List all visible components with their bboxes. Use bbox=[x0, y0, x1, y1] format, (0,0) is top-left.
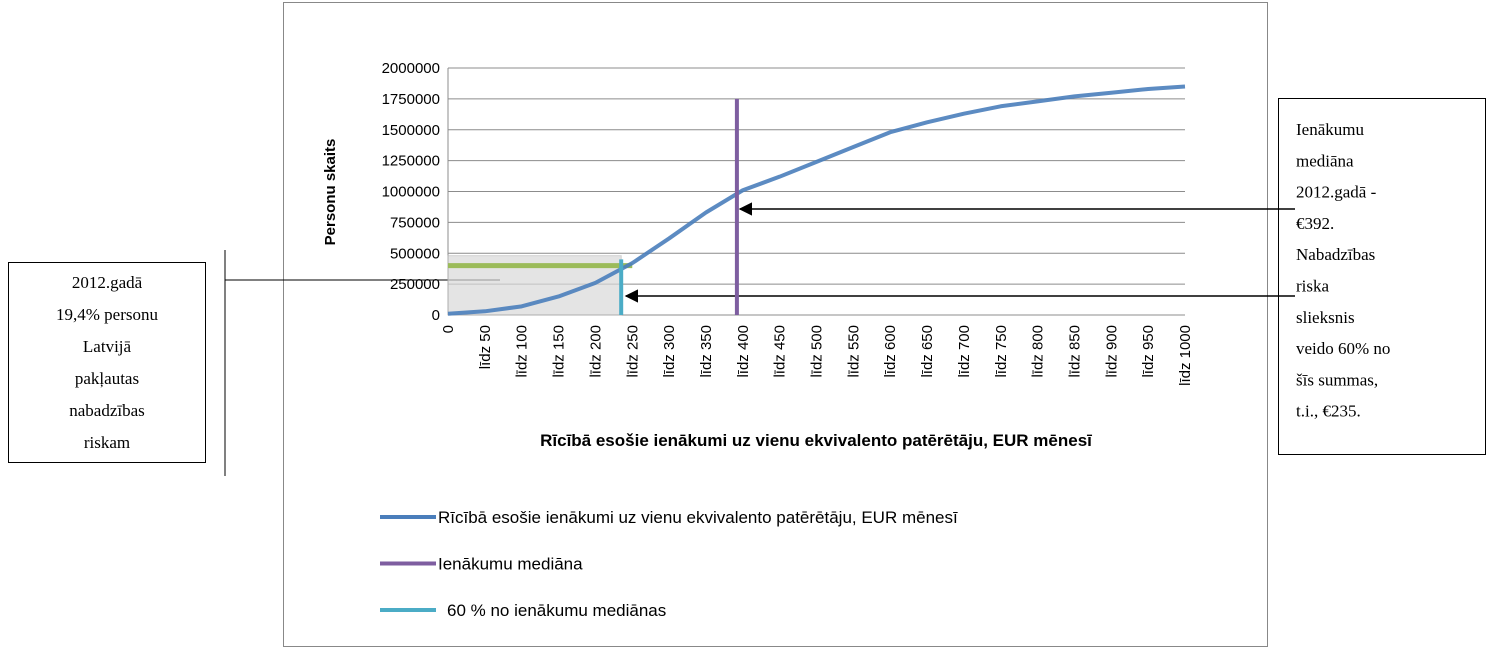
x-tick-label: līdz 1000 bbox=[1177, 325, 1194, 386]
x-tick-label: līdz 900 bbox=[1103, 325, 1120, 378]
annotation-text: nabadzības bbox=[69, 401, 145, 420]
annotation-text: Ienākumu bbox=[1296, 120, 1364, 139]
data-line bbox=[447, 84, 1186, 316]
x-tick-label: līdz 750 bbox=[993, 325, 1010, 378]
annotation-text: pakļautas bbox=[75, 369, 139, 388]
x-tick-label: līdz 450 bbox=[772, 325, 789, 378]
y-tick-label: 250000 bbox=[390, 276, 440, 293]
annotation-text: Latvijā bbox=[83, 337, 132, 356]
x-tick-label: līdz 550 bbox=[845, 325, 862, 378]
legend-label: Ienākumu mediāna bbox=[438, 555, 583, 574]
legend-label: 60 % no ienākumu mediānas bbox=[447, 601, 666, 620]
annotation-text: slieksnis bbox=[1296, 308, 1355, 327]
x-tick-label: līdz 400 bbox=[735, 325, 752, 378]
annotation-text: Nabadzības bbox=[1296, 245, 1375, 264]
y-tick-label: 1750000 bbox=[382, 91, 440, 108]
x-tick-label: 0 bbox=[440, 325, 457, 333]
annotation-text: 2012.gadā bbox=[72, 273, 143, 292]
annotation-text: šīs summas, bbox=[1296, 370, 1378, 389]
x-tick-label: līdz 100 bbox=[514, 325, 531, 378]
x-tick-label: līdz 700 bbox=[956, 325, 973, 378]
annotation-text: 2012.gadā - bbox=[1296, 183, 1377, 202]
y-tick-label: 500000 bbox=[390, 245, 440, 262]
x-tick-label: līdz 350 bbox=[698, 325, 715, 378]
annotation-text: €392. bbox=[1296, 214, 1334, 233]
x-tick-label: līdz 500 bbox=[809, 325, 826, 378]
x-axis-label: Rīcībā esošie ienākumi uz vienu ekvivale… bbox=[540, 431, 1092, 450]
y-tick-label: 2000000 bbox=[382, 60, 440, 77]
legend-label: Rīcībā esošie ienākumi uz vienu ekvivale… bbox=[438, 508, 958, 527]
annotation-box bbox=[1278, 98, 1486, 455]
annotation-text: riska bbox=[1296, 277, 1330, 296]
x-tick-label: līdz 250 bbox=[624, 325, 641, 378]
x-tick-label: līdz 50 bbox=[477, 325, 494, 369]
x-tick-label: līdz 950 bbox=[1140, 325, 1157, 378]
y-tick-label: 1500000 bbox=[382, 122, 440, 139]
x-tick-label: līdz 850 bbox=[1066, 325, 1083, 378]
x-tick-label: līdz 800 bbox=[1030, 325, 1047, 378]
x-tick-label: līdz 150 bbox=[551, 325, 568, 378]
annotation-text: 19,4% personu bbox=[56, 305, 158, 324]
annotation-text: veido 60% no bbox=[1296, 339, 1390, 358]
y-tick-label: 0 bbox=[432, 307, 440, 324]
y-tick-label: 750000 bbox=[390, 214, 440, 231]
y-tick-label: 1000000 bbox=[382, 184, 440, 201]
x-tick-label: līdz 600 bbox=[882, 325, 899, 378]
annotation-text: riskam bbox=[84, 433, 130, 452]
x-tick-label: līdz 300 bbox=[661, 325, 678, 378]
x-tick-label: līdz 650 bbox=[919, 325, 936, 378]
y-axis-label: Personu skaits bbox=[322, 139, 339, 246]
x-tick-label: līdz 200 bbox=[587, 325, 604, 378]
annotation-box bbox=[8, 262, 206, 463]
annotation-text: mediāna bbox=[1296, 151, 1354, 170]
y-tick-label: 1250000 bbox=[382, 153, 440, 170]
annotation-text: t.i., €235. bbox=[1296, 402, 1361, 421]
